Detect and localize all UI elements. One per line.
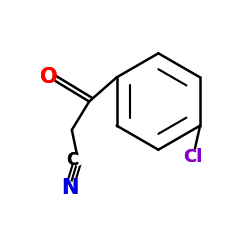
Text: C: C xyxy=(66,150,78,168)
Circle shape xyxy=(72,154,84,165)
Text: Cl: Cl xyxy=(183,148,203,166)
Circle shape xyxy=(42,70,55,84)
Circle shape xyxy=(186,150,200,164)
Text: C: C xyxy=(66,150,78,168)
Text: Cl: Cl xyxy=(183,148,203,166)
Text: N: N xyxy=(61,178,78,198)
Text: O: O xyxy=(40,67,57,87)
Text: N: N xyxy=(61,178,78,198)
Circle shape xyxy=(63,182,76,194)
Text: O: O xyxy=(40,67,57,87)
